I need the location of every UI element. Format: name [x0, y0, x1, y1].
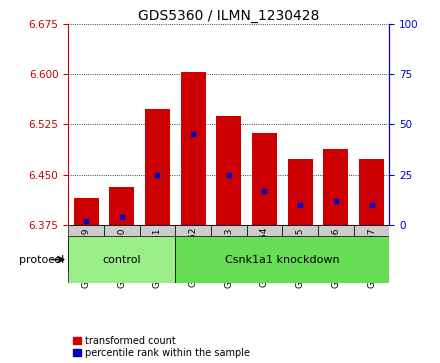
- Text: GSM1278264: GSM1278264: [260, 227, 269, 287]
- Text: protocol: protocol: [18, 254, 64, 265]
- Text: GSM1278265: GSM1278265: [296, 227, 304, 287]
- Bar: [180, 72, 205, 225]
- Bar: [104, 225, 139, 272]
- Bar: [323, 149, 348, 225]
- Text: GSM1278263: GSM1278263: [224, 227, 233, 287]
- Text: GSM1278266: GSM1278266: [331, 227, 341, 287]
- Bar: [175, 225, 211, 272]
- Bar: [247, 225, 282, 272]
- Bar: [288, 159, 313, 225]
- Text: GSM1278262: GSM1278262: [189, 227, 198, 287]
- Text: GSM1278267: GSM1278267: [367, 227, 376, 287]
- Text: GSM1278261: GSM1278261: [153, 227, 162, 287]
- Bar: [139, 225, 175, 272]
- Bar: [211, 225, 247, 272]
- Bar: [216, 115, 241, 225]
- Bar: [282, 225, 318, 272]
- Bar: [252, 133, 277, 225]
- Bar: [145, 109, 170, 225]
- Text: control: control: [103, 254, 141, 265]
- Text: GSM1278260: GSM1278260: [117, 227, 126, 287]
- Bar: [73, 198, 99, 225]
- Text: GSM1278259: GSM1278259: [81, 227, 91, 287]
- Text: Csnk1a1 knockdown: Csnk1a1 knockdown: [225, 254, 340, 265]
- Bar: [359, 159, 384, 225]
- Bar: [175, 236, 389, 283]
- Bar: [68, 236, 175, 283]
- Bar: [68, 225, 104, 272]
- Title: GDS5360 / ILMN_1230428: GDS5360 / ILMN_1230428: [138, 9, 319, 23]
- Bar: [354, 225, 389, 272]
- Bar: [318, 225, 354, 272]
- Bar: [109, 187, 134, 225]
- Legend: transformed count, percentile rank within the sample: transformed count, percentile rank withi…: [73, 336, 250, 358]
